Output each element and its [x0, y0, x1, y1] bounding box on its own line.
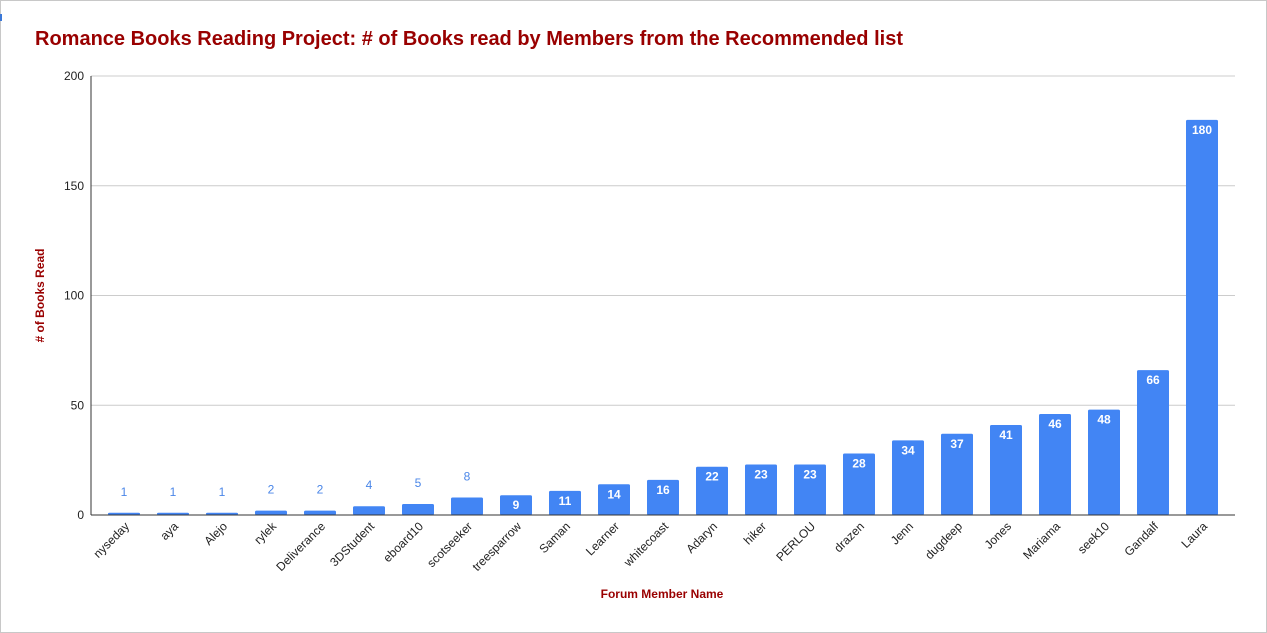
- x-tick-label: treesparrow: [469, 519, 524, 574]
- bar: [1039, 414, 1071, 515]
- bar: [990, 425, 1022, 515]
- x-tick-label: Learner: [583, 519, 622, 558]
- bar: [696, 466, 728, 515]
- data-label: 23: [803, 468, 817, 482]
- x-tick-label: Mariama: [1020, 519, 1063, 562]
- y-tick-label: 150: [64, 179, 84, 193]
- data-label: 22: [705, 470, 719, 484]
- x-tick-label: seek10: [1075, 519, 1112, 556]
- data-label: 66: [1146, 373, 1160, 387]
- bar: [1088, 409, 1120, 515]
- bar: [549, 490, 581, 515]
- data-label: 46: [1048, 417, 1062, 431]
- x-tick-label: hiker: [741, 519, 769, 547]
- bar: [304, 510, 336, 515]
- bar: [598, 484, 630, 515]
- y-axis-title: # of Books Read: [33, 248, 47, 342]
- bar: [843, 453, 875, 515]
- bar: [206, 512, 238, 515]
- x-tick-label: Deliverance: [273, 519, 328, 574]
- x-tick-label: nyseday: [91, 519, 133, 561]
- data-label: 2: [317, 483, 324, 497]
- data-label: 11: [559, 494, 572, 508]
- x-tick-label: Alejo: [201, 519, 230, 548]
- data-label: 28: [852, 457, 866, 471]
- y-tick-label: 50: [71, 398, 85, 412]
- data-label: 9: [513, 498, 520, 512]
- x-tick-label: dugdeep: [922, 519, 965, 562]
- chart-title: Romance Books Reading Project: # of Book…: [35, 28, 903, 50]
- x-tick-label: 3DStudent: [327, 519, 377, 569]
- bar: [794, 464, 826, 515]
- x-tick-label: Laura: [1179, 519, 1211, 551]
- bar: [402, 504, 434, 515]
- bar: [500, 495, 532, 515]
- data-label: 180: [1192, 123, 1212, 137]
- gridlines: [90, 75, 1235, 515]
- x-tick-label: scotseeker: [424, 519, 475, 570]
- bar: [255, 510, 287, 515]
- x-tick-label: aya: [158, 519, 182, 543]
- y-tick-label: 0: [77, 508, 84, 522]
- data-label: 8: [464, 469, 471, 483]
- x-axis-title: Forum Member Name: [601, 587, 724, 601]
- x-tick-label: Adaryn: [683, 519, 720, 556]
- bar: [1186, 119, 1218, 516]
- bar: [941, 433, 973, 515]
- bar: [451, 497, 483, 515]
- bar: [745, 464, 777, 515]
- data-label: 23: [754, 468, 768, 482]
- x-tick-label: Gandalf: [1122, 519, 1162, 559]
- y-tick-label: 200: [64, 69, 84, 83]
- y-axis-ticks: 0 50 100 150 200: [64, 69, 84, 522]
- y-tick-label: 100: [64, 289, 84, 303]
- data-label: 48: [1097, 413, 1111, 427]
- data-label: 34: [901, 443, 915, 457]
- data-label: 16: [656, 483, 670, 497]
- x-axis-categories: nyseday aya Alejo rylekDeliverance3DStudent…: [91, 519, 1211, 574]
- x-tick-label: drazen: [831, 519, 867, 555]
- x-tick-label: rylek: [251, 519, 280, 548]
- x-tick-label: Jenn: [888, 519, 916, 547]
- data-label: 1: [121, 485, 128, 499]
- bar: [647, 479, 679, 515]
- data-label: 4: [366, 478, 373, 492]
- x-tick-label: Saman: [536, 519, 573, 556]
- bar: [157, 512, 189, 515]
- bar: [108, 512, 140, 515]
- selection-edge-marker: [0, 14, 2, 21]
- bar: [353, 506, 385, 515]
- data-label: 41: [999, 428, 1013, 442]
- x-tick-label: whitecoast: [620, 519, 671, 570]
- bar: [892, 440, 924, 515]
- x-tick-label: eboard10: [380, 519, 426, 565]
- data-label: 37: [950, 437, 964, 451]
- bar: [1137, 370, 1169, 515]
- x-tick-label: PERLOU: [773, 519, 818, 564]
- data-label: 14: [607, 487, 621, 501]
- data-label: 1: [219, 485, 226, 499]
- data-label: 2: [268, 483, 275, 497]
- data-label: 5: [415, 476, 422, 490]
- x-tick-label: Jones: [982, 519, 1015, 552]
- data-label: 1: [170, 485, 177, 499]
- bars: [108, 119, 1218, 516]
